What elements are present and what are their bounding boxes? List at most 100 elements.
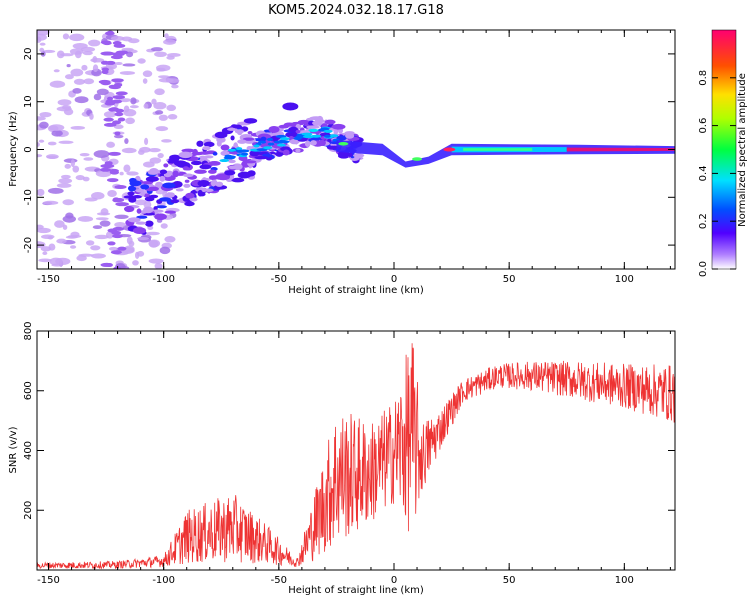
ridge-blob xyxy=(166,192,172,198)
ridge-blob xyxy=(295,148,301,153)
ridge-blob xyxy=(155,181,163,188)
noise-blob xyxy=(128,240,135,247)
bright-blob xyxy=(275,134,287,138)
ridge-blob xyxy=(224,170,236,176)
noise-blob xyxy=(153,101,167,110)
noise-blob xyxy=(119,71,136,76)
y-tick-label: 20 xyxy=(23,48,34,61)
y-tick-label: 600 xyxy=(23,381,34,400)
noise-blob xyxy=(103,111,117,118)
band-blob xyxy=(338,141,349,146)
y-tick-label: -20 xyxy=(23,237,34,253)
ridge-blob xyxy=(159,175,166,182)
figure-title: KOM5.2024.032.18.17.G18 xyxy=(268,3,444,18)
noise-blob xyxy=(143,161,155,168)
noise-blob xyxy=(119,171,124,176)
bright-blob xyxy=(273,140,285,144)
ridge-blob xyxy=(198,151,212,155)
noise-blob xyxy=(137,58,146,64)
noise-blob xyxy=(49,257,63,266)
band-core xyxy=(463,148,533,151)
noise-blob xyxy=(112,95,126,100)
noise-blob xyxy=(104,31,115,36)
noise-blob xyxy=(138,149,145,155)
noise-blob xyxy=(115,91,128,96)
noise-blob xyxy=(123,164,131,173)
x-tick-label: -150 xyxy=(37,575,60,586)
ridge-blob xyxy=(237,139,247,144)
x-tick-label: 50 xyxy=(503,274,516,285)
noise-blob xyxy=(92,55,98,63)
noise-blob xyxy=(39,42,46,46)
noise-blob xyxy=(107,189,117,198)
noise-blob xyxy=(63,108,74,116)
noise-blob xyxy=(171,84,179,89)
band-tail xyxy=(566,147,675,152)
colorbar-gradient xyxy=(712,30,736,269)
x-tick-label: -100 xyxy=(152,274,175,285)
ridge-blob xyxy=(136,208,142,214)
ridge-blob xyxy=(168,157,180,162)
noise-blob xyxy=(114,61,123,66)
noise-blob xyxy=(112,198,121,203)
noise-blob xyxy=(88,39,101,47)
noise-blob xyxy=(112,52,125,57)
ridge-blob xyxy=(233,124,242,129)
noise-blob xyxy=(157,152,164,159)
noise-blob xyxy=(137,236,150,241)
noise-blob xyxy=(114,112,124,117)
noise-blob xyxy=(85,240,95,246)
ridge-blob xyxy=(243,118,258,124)
colorbar-label: Normalized spectral amplitude xyxy=(737,73,748,227)
noise-blob xyxy=(114,221,126,228)
ridge-blob xyxy=(123,205,135,213)
ridge-blob xyxy=(129,180,142,187)
noise-blob xyxy=(37,154,43,158)
bright-blob xyxy=(267,142,275,146)
noise-blob xyxy=(37,142,40,147)
noise-blob xyxy=(37,241,46,249)
noise-blob xyxy=(111,230,122,235)
y-tick-label: 0 xyxy=(23,146,34,152)
x-tick-label: -50 xyxy=(271,575,287,586)
bright-blob xyxy=(224,154,233,158)
noise-blob xyxy=(96,88,109,96)
ridge-blob xyxy=(197,189,203,197)
noise-blob xyxy=(122,63,136,67)
noise-blob xyxy=(164,235,176,243)
noise-blob xyxy=(103,122,117,127)
ridge-blob xyxy=(282,149,290,156)
ridge-blob xyxy=(333,128,339,135)
noise-blob xyxy=(103,117,114,122)
y-tick-label: 400 xyxy=(23,441,34,460)
ridge-blob xyxy=(127,191,135,196)
noise-blob xyxy=(60,53,74,57)
ridge-blob xyxy=(242,137,255,141)
ridge-blob xyxy=(233,142,238,149)
ridge-blob xyxy=(242,160,257,164)
ridge-blob xyxy=(247,131,253,135)
noise-blob xyxy=(48,124,65,131)
ridge-blob xyxy=(182,173,194,178)
x-tick-label: 0 xyxy=(391,274,397,285)
noise-blob xyxy=(73,78,86,85)
spectrogram-marks xyxy=(37,30,675,269)
ridge-blob xyxy=(214,174,227,180)
noise-blob xyxy=(63,158,78,163)
noise-blob xyxy=(56,238,67,244)
ridge-blob xyxy=(300,120,305,126)
ridge-blob xyxy=(202,145,211,151)
noise-blob xyxy=(107,96,114,101)
ridge-blob xyxy=(318,139,326,146)
ridge-blob xyxy=(214,131,228,139)
noise-blob xyxy=(89,113,94,120)
ridge-blob xyxy=(143,212,156,216)
ridge-blob xyxy=(178,151,193,159)
noise-blob xyxy=(158,77,174,83)
bright-blob xyxy=(262,146,273,150)
bright-blob xyxy=(238,149,250,153)
ridge-blob xyxy=(215,181,224,187)
ridge-blob xyxy=(133,227,147,235)
ridge-blob xyxy=(174,160,188,167)
